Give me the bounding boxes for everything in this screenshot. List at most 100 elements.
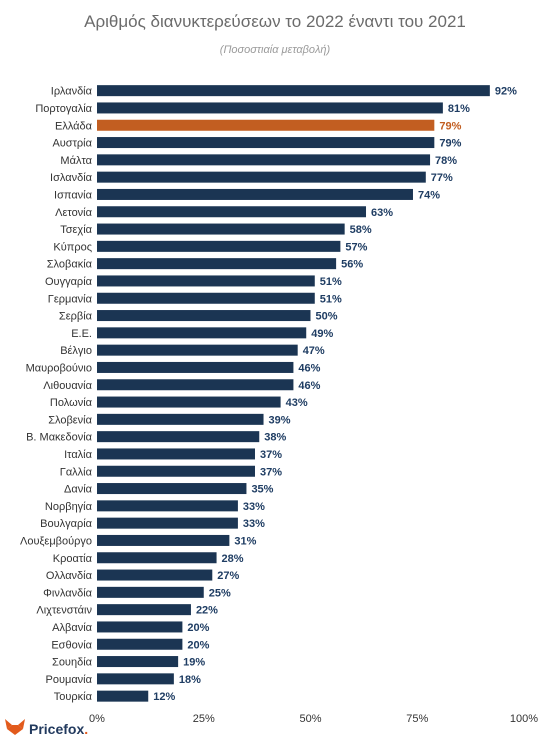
value-labels: 92% 81% 79% 79% 78% 77% 74% 63% 58% 57% 56% 51% 51% 5… [153, 86, 517, 704]
category-label: Νορβηγία [45, 501, 93, 513]
x-tick-label: 75% [406, 713, 428, 725]
category-label: Γαλλία [60, 466, 93, 478]
x-tick-label: 50% [299, 713, 321, 725]
value-label: 74% [418, 189, 440, 201]
value-label: 20% [187, 639, 209, 651]
bar [97, 379, 294, 391]
value-label: 49% [311, 328, 333, 340]
bar [97, 275, 315, 287]
bar [97, 604, 191, 616]
brand-name-text: Pricefox [29, 721, 85, 737]
category-labels: Ιρλανδία Πορτογαλία Ελλάδα Αυστρία Μάλτα Ισλα… [20, 86, 93, 704]
bar [97, 188, 413, 200]
value-label: 77% [431, 172, 453, 184]
value-label: 50% [316, 311, 338, 323]
value-label: 57% [345, 241, 367, 253]
bar [97, 448, 255, 460]
bar [97, 171, 426, 183]
value-label: 27% [217, 570, 239, 582]
category-label: Εσθονία [51, 639, 92, 651]
bar [97, 638, 183, 650]
category-label: Λιθουανία [43, 380, 92, 392]
category-label: Σουηδία [52, 657, 93, 669]
value-label: 19% [183, 657, 205, 669]
x-tick-label: 25% [193, 713, 215, 725]
category-label: Ελλάδα [55, 120, 93, 132]
category-label: Ρουμανία [46, 674, 93, 686]
bars-layer [97, 85, 490, 702]
value-label: 58% [350, 224, 372, 236]
bar [97, 292, 315, 304]
value-label: 37% [260, 466, 282, 478]
value-label: 18% [179, 674, 201, 686]
bar [97, 690, 149, 702]
bar [97, 621, 183, 633]
value-label: 20% [187, 622, 209, 634]
bar [97, 85, 490, 97]
category-label: Σλοβενία [48, 414, 92, 426]
category-label: Γερμανία [48, 293, 93, 305]
value-label: 51% [320, 293, 342, 305]
bar [97, 310, 311, 322]
category-label: Βέλγιο [60, 345, 92, 357]
value-label: 38% [264, 432, 286, 444]
value-label: 35% [251, 484, 273, 496]
value-label: 33% [243, 501, 265, 513]
bar [97, 137, 435, 149]
category-label: Σλοβακία [47, 259, 93, 271]
category-label: Σερβία [59, 311, 93, 323]
value-label: 43% [286, 397, 308, 409]
category-label: Τσεχία [60, 224, 92, 236]
value-label: 47% [303, 345, 325, 357]
value-label: 12% [153, 691, 175, 703]
category-label: Ολλανδία [46, 570, 93, 582]
category-label: Ουγγαρία [45, 276, 93, 288]
value-label: 22% [196, 605, 218, 617]
bar [97, 361, 294, 373]
bar [97, 413, 264, 425]
fox-logo-icon [4, 718, 26, 741]
chart-subtitle: (Ποσοστιαία μεταβολή) [219, 44, 331, 56]
value-label: 37% [260, 449, 282, 461]
bar [97, 465, 255, 477]
category-label: Ιταλία [64, 449, 93, 461]
bar [97, 517, 238, 529]
category-label: Αυστρία [52, 138, 92, 150]
value-label: 46% [298, 362, 320, 374]
category-label: Κροατία [53, 553, 93, 565]
bar [97, 240, 341, 252]
bar [97, 552, 217, 564]
category-label: Δανία [64, 484, 93, 496]
value-label: 28% [222, 553, 244, 565]
value-label: 63% [371, 207, 393, 219]
bar [97, 102, 443, 114]
bar [97, 258, 337, 270]
value-label: 31% [234, 535, 256, 547]
x-axis-ticks: 0% 25% 50% 75% 100% [89, 713, 538, 725]
value-label: 79% [439, 138, 461, 150]
category-label: Ισλανδία [50, 172, 93, 184]
brand-logo: Pricefox. [4, 718, 88, 740]
category-label: Τουρκία [54, 691, 93, 703]
bar [97, 656, 179, 668]
category-label: Λετονία [55, 207, 93, 219]
x-tick-label: 0% [89, 713, 105, 725]
category-label: Φινλανδία [43, 587, 92, 599]
category-label: Ε.Ε. [71, 328, 92, 340]
bar [97, 119, 435, 131]
bar [97, 344, 298, 356]
bar [97, 396, 281, 408]
bar [97, 673, 174, 685]
value-label: 39% [269, 414, 291, 426]
category-label: Ιρλανδία [51, 86, 93, 98]
chart-title: Αριθμός διανυκτερεύσεων το 2022 έναντι τ… [84, 12, 466, 31]
category-label: Μάλτα [60, 155, 92, 167]
bar [97, 154, 431, 166]
bar [97, 534, 230, 546]
value-label: 25% [209, 587, 231, 599]
bar [97, 586, 204, 598]
x-tick-label: 100% [510, 713, 538, 725]
bar [97, 500, 238, 512]
category-label: Πολωνία [50, 397, 93, 409]
